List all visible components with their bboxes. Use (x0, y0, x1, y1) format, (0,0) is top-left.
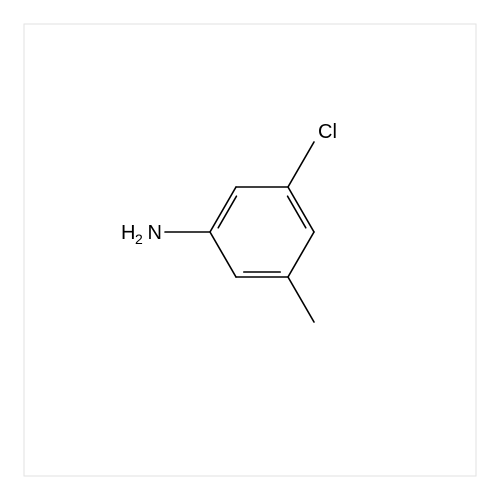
molecule-svg: H2N Cl (0, 0, 500, 500)
svg-text:H: H (121, 222, 135, 244)
svg-text:N: N (148, 222, 162, 244)
molecule-canvas: H2N Cl (0, 0, 500, 500)
svg-text:Cl: Cl (318, 121, 337, 143)
svg-text:2: 2 (135, 231, 143, 247)
